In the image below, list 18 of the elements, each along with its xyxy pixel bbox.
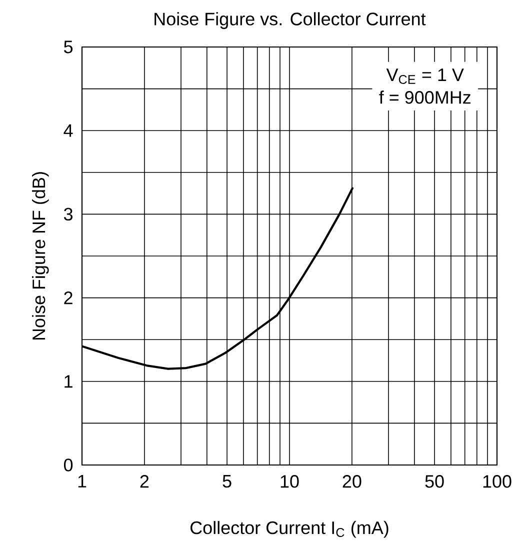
x-tick-label: 2 bbox=[140, 475, 149, 488]
x-tick-label: 5 bbox=[222, 475, 232, 488]
y-tick-label: 4 bbox=[64, 124, 73, 137]
chart-title: Noise Figure vs. Collector Current bbox=[154, 12, 426, 29]
x-tick-label: 20 bbox=[342, 475, 362, 488]
y-tick-label: 1 bbox=[64, 375, 72, 388]
x-tick-label: 1 bbox=[78, 475, 86, 488]
y-tick-label: 0 bbox=[64, 458, 73, 472]
y-tick-label: 2 bbox=[64, 292, 72, 304]
x-tick-label: 50 bbox=[425, 475, 444, 488]
y-tick-label: 5 bbox=[64, 40, 73, 54]
y-tick-label: 3 bbox=[64, 208, 72, 221]
x-axis-title: Collector Current I$_{C}$ (mA) bbox=[190, 520, 388, 538]
y-axis-title: Noise Figure NF (dB) bbox=[32, 172, 49, 340]
x-tick-label: 100 bbox=[483, 475, 512, 488]
annotation: f = 900MHz bbox=[379, 90, 470, 104]
x-tick-label: 10 bbox=[280, 475, 299, 488]
annotation: V$_{CE}$ = 1 V bbox=[386, 68, 464, 84]
